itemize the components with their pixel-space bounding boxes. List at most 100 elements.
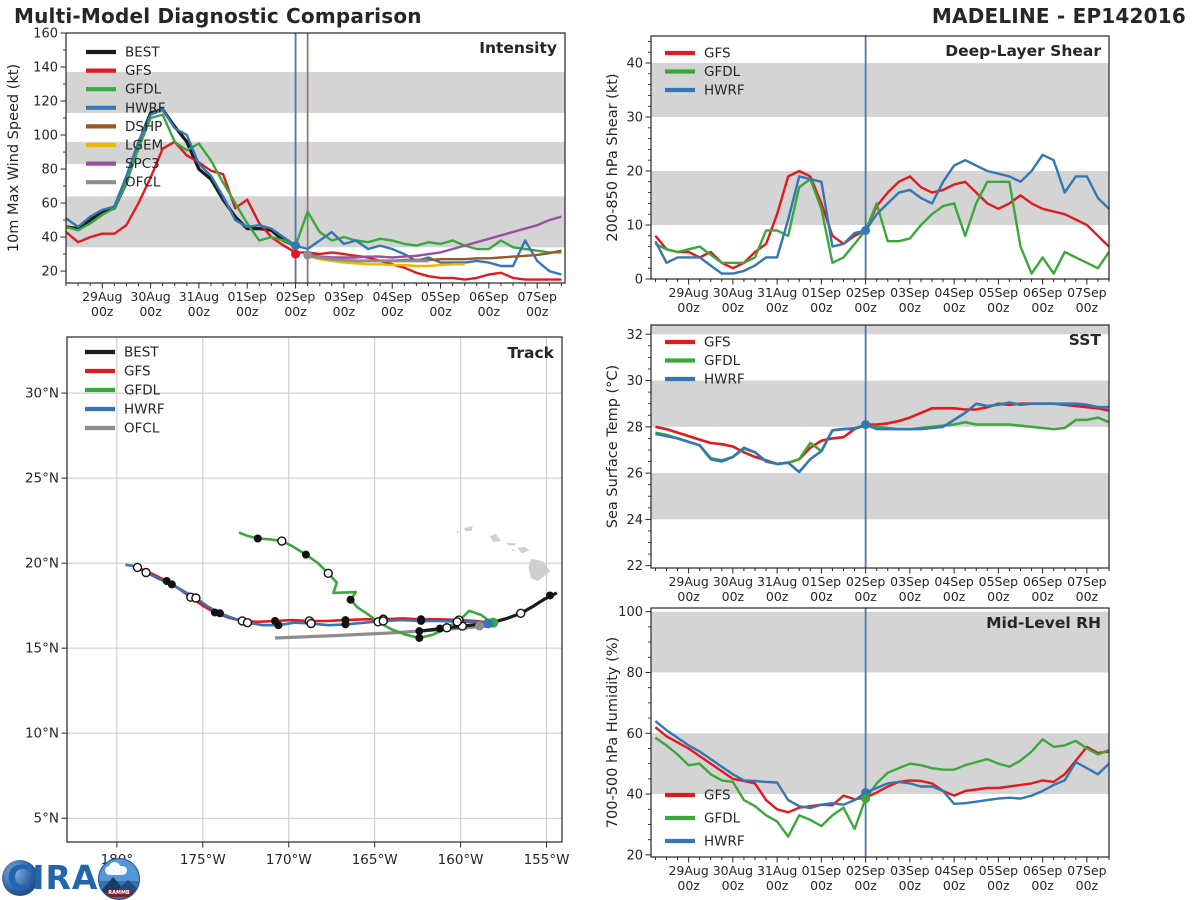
x-tick-hour: 00z — [677, 878, 700, 893]
marker-12z — [516, 608, 526, 619]
x-tick-date: 04Sep — [934, 285, 974, 300]
x-tick-hour: 00z — [899, 300, 922, 315]
x-tick-hour: 00z — [139, 304, 162, 319]
x-tick-hour: 00z — [284, 304, 307, 319]
legend-label: GFDL — [704, 353, 741, 369]
marker-00z — [415, 633, 424, 642]
lon-tick-label: 160°W — [438, 852, 484, 868]
legend-label: HWRF — [124, 402, 165, 418]
x-tick-date: 31Aug — [757, 863, 797, 878]
x-tick-date: 01Sep — [802, 574, 842, 589]
legend-label: SPC3 — [125, 156, 160, 172]
lat-tick-label: 15°N — [25, 641, 59, 657]
init-dot-OFCL — [303, 250, 313, 260]
x-tick-date: 01Sep — [802, 285, 842, 300]
series-HWRF — [655, 401, 1109, 474]
y-axis-title: 700-500 hPa Humidity (%) — [605, 637, 621, 828]
series-LGEM — [307, 254, 465, 268]
y-tick-label: 20 — [41, 265, 58, 280]
marker-00z — [341, 620, 350, 629]
x-tick-date: 30Aug — [713, 285, 753, 300]
x-tick-hour: 00z — [677, 300, 700, 315]
legend-label: LGEM — [125, 138, 163, 154]
y-tick-label: 20 — [626, 848, 643, 863]
x-tick-date: 05Sep — [979, 574, 1019, 589]
lat-tick-label: 30°N — [25, 386, 59, 402]
lat-tick-label: 20°N — [25, 556, 59, 572]
x-tick-hour: 00z — [1076, 300, 1099, 315]
panel-label: SST — [1069, 331, 1102, 349]
legend: BEST GFS GFDL HWRF OFCL — [85, 345, 165, 437]
x-tick-hour: 00z — [236, 304, 259, 319]
category-band — [651, 63, 1109, 117]
x-tick-hour: 00z — [943, 878, 966, 893]
x-tick-date: 02Sep — [846, 285, 886, 300]
x-tick-date: 30Aug — [713, 574, 753, 589]
series-HWRF — [654, 720, 1110, 810]
y-tick-label: 24 — [626, 513, 643, 528]
x-tick-date: 07Sep — [517, 289, 557, 304]
x-tick-hour: 00z — [810, 589, 833, 604]
rammb-badge-icon: RAMMB — [98, 858, 140, 900]
x-tick-date: 29Aug — [668, 863, 708, 878]
track-GFS — [136, 566, 492, 624]
x-tick-hour: 00z — [943, 300, 966, 315]
marker-12z — [442, 623, 452, 633]
marker-12z — [191, 593, 201, 603]
x-tick-hour: 00z — [1031, 878, 1054, 893]
y-tick-label: 60 — [41, 197, 58, 212]
series-GFDL — [654, 177, 1110, 275]
x-tick-date: 06Sep — [469, 289, 509, 304]
x-tick-hour: 00z — [1076, 878, 1099, 893]
panel-label: Deep-Layer Shear — [945, 42, 1101, 60]
x-tick-hour: 00z — [1031, 589, 1054, 604]
x-tick-hour: 00z — [188, 304, 211, 319]
marker-00z — [346, 595, 355, 604]
x-tick-hour: 00z — [899, 589, 922, 604]
axes-frame — [65, 32, 566, 284]
legend: GFS GFDL HWRF — [665, 335, 745, 388]
marker-00z — [435, 624, 444, 633]
island-shape — [489, 533, 501, 542]
x-tick-date: 04Sep — [934, 574, 974, 589]
legend: BEST GFS GFDL HWRF DSHP LGEM SPC3 OFCL — [86, 45, 166, 191]
x-tick-hour: 00z — [766, 878, 789, 893]
y-tick-label: 80 — [41, 163, 58, 178]
lat-tick-label: 10°N — [25, 726, 59, 742]
category-band — [66, 196, 565, 248]
x-tick-date: 03Sep — [890, 285, 930, 300]
marker-12z — [242, 617, 253, 628]
lon-tick-label: 165°W — [352, 852, 398, 868]
legend-label: DSHP — [125, 119, 162, 135]
x-tick-date: 31Aug — [757, 285, 797, 300]
rammb-banner-label: RAMMB — [106, 890, 132, 897]
x-tick-date: 29Aug — [668, 574, 708, 589]
x-tick-date: 31Aug — [757, 574, 797, 589]
marker-00z — [167, 580, 176, 589]
y-tick-label: 30 — [626, 111, 643, 126]
shear-panel: 29Aug00z30Aug00z31Aug00z01Sep00z02Sep00z… — [605, 35, 1110, 315]
category-band — [651, 611, 1109, 673]
lat-tick-label: 25°N — [25, 471, 59, 487]
marker-12z — [378, 616, 388, 626]
lon-tick-label: 175°W — [180, 852, 226, 868]
y-axis-title: 10m Max Wind Speed (kt) — [6, 64, 22, 252]
marker-00z — [215, 609, 224, 618]
x-tick-date: 29Aug — [82, 289, 122, 304]
x-tick-date: 31Aug — [179, 289, 219, 304]
x-tick-hour: 00z — [987, 878, 1010, 893]
series-GFS — [65, 140, 562, 281]
series-GFDL — [65, 113, 562, 254]
y-tick-label: 26 — [626, 467, 643, 482]
track-panel: 180°175°W170°W165°W160°W155°W5°N10°N15°N… — [25, 336, 569, 868]
y-tick-label: 20 — [626, 165, 643, 180]
x-tick-hour: 00z — [854, 589, 877, 604]
x-tick-date: 30Aug — [130, 289, 170, 304]
legend-label: OFCL — [124, 421, 160, 437]
init-dot-HWRF — [483, 618, 494, 629]
series-GFS — [654, 169, 1110, 270]
x-tick-date: 07Sep — [1067, 574, 1107, 589]
x-tick-date: 07Sep — [1067, 863, 1107, 878]
init-dot-HWRF — [861, 420, 871, 430]
